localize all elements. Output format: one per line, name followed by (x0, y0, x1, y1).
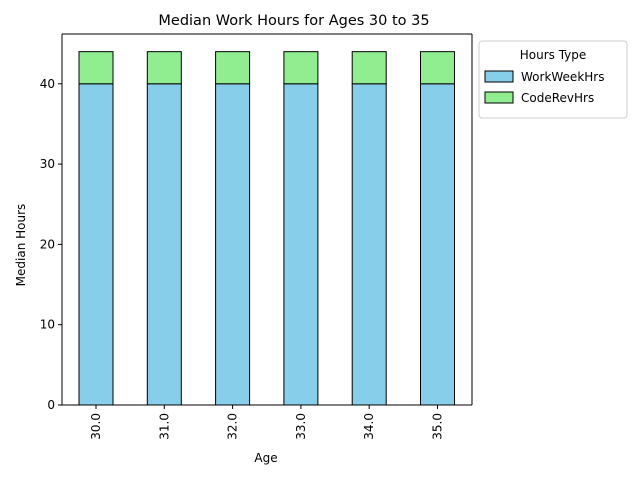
y-tick-label: 30 (40, 157, 55, 171)
bar-workweekhrs-2 (215, 83, 251, 406)
y-tick-label: 0 (47, 398, 55, 412)
x-tick-label: 31.0 (157, 413, 171, 440)
bar-coderevhrs-0 (78, 51, 114, 85)
legend-label-coderevhrs: CodeRevHrs (521, 91, 594, 105)
legend-frame (478, 40, 628, 119)
legend-label-workweekhrs: WorkWeekHrs (521, 70, 604, 84)
y-tick-label: 20 (40, 237, 55, 251)
chart-title: Median Work Hours for Ages 30 to 35 (158, 13, 429, 29)
y-tick-label: 40 (40, 77, 55, 91)
bar-workweekhrs-4 (351, 83, 387, 406)
bar-coderevhrs-5 (420, 51, 455, 85)
legend-title: Hours Type (520, 48, 587, 62)
x-tick-label: 33.0 (294, 413, 308, 440)
x-tick-label: 35.0 (431, 413, 445, 440)
plot-area: 0 10 20 30 40 30.0 31.0 32.0 33.0 34.0 35.0 (40, 33, 473, 440)
y-axis-label: Median Hours (14, 204, 28, 287)
x-tick-label: 34.0 (362, 413, 376, 440)
x-tick-label: 32.0 (226, 413, 240, 440)
bar-coderevhrs-2 (215, 51, 251, 85)
bar-workweekhrs-5 (420, 83, 455, 406)
x-tick-label: 30.0 (89, 413, 103, 440)
legend: Hours Type WorkWeekHrs CodeRevHrs (478, 40, 628, 119)
legend-swatch-workweekhrs (484, 70, 514, 83)
bar-coderevhrs-3 (283, 51, 319, 85)
legend-items: WorkWeekHrs CodeRevHrs (484, 70, 604, 105)
bar-workweekhrs-0 (78, 83, 114, 406)
bar-coderevhrs-4 (351, 51, 387, 85)
x-axis-label: Age (254, 451, 277, 465)
legend-swatch-coderevhrs (484, 91, 514, 104)
bar-workweekhrs-1 (146, 83, 182, 406)
bar-coderevhrs-1 (146, 51, 182, 85)
y-tick-label: 10 (40, 318, 55, 332)
bar-workweekhrs-3 (283, 83, 319, 406)
